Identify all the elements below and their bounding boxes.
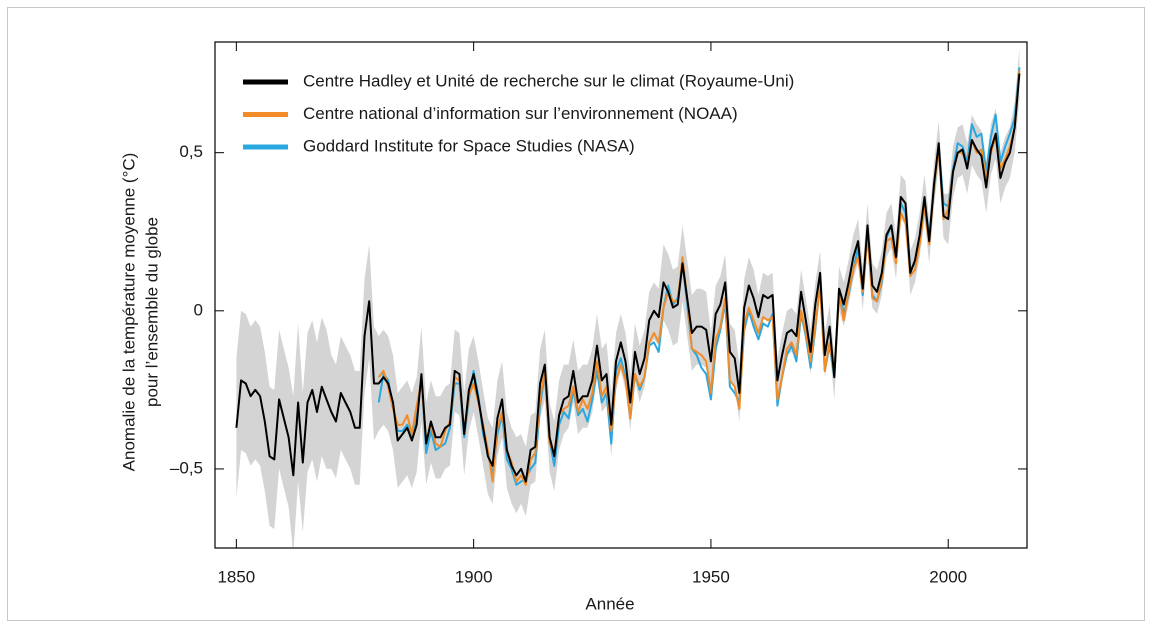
- legend-label: Goddard Institute for Space Studies (NAS…: [303, 136, 635, 155]
- page-frame: [7, 7, 1145, 621]
- uncertainty-band: [236, 48, 1020, 548]
- plot-area: [235, 48, 1021, 548]
- x-axis-label: Année: [585, 594, 634, 613]
- y-axis-label: pour l’ensemble du globe: [142, 217, 161, 407]
- legend-label: Centre Hadley et Unité de recherche sur …: [303, 71, 794, 90]
- x-tick-label: 1850: [217, 567, 255, 586]
- plot-frame: [214, 41, 1028, 549]
- y-tick-label: –0,5: [170, 458, 203, 477]
- x-tick-label: 1950: [692, 567, 730, 586]
- series-line: [377, 67, 1021, 486]
- legend-label: Centre national d’information sur l’envi…: [303, 104, 738, 123]
- series-line: [377, 70, 1021, 486]
- y-axis-label: Anomalie de la température moyenne (°C): [119, 153, 138, 472]
- series-line: [235, 73, 1021, 483]
- y-tick-label: 0,5: [179, 142, 203, 161]
- x-tick-label: 2000: [929, 567, 967, 586]
- x-tick-label: 1900: [455, 567, 493, 586]
- y-tick-label: 0: [194, 300, 203, 319]
